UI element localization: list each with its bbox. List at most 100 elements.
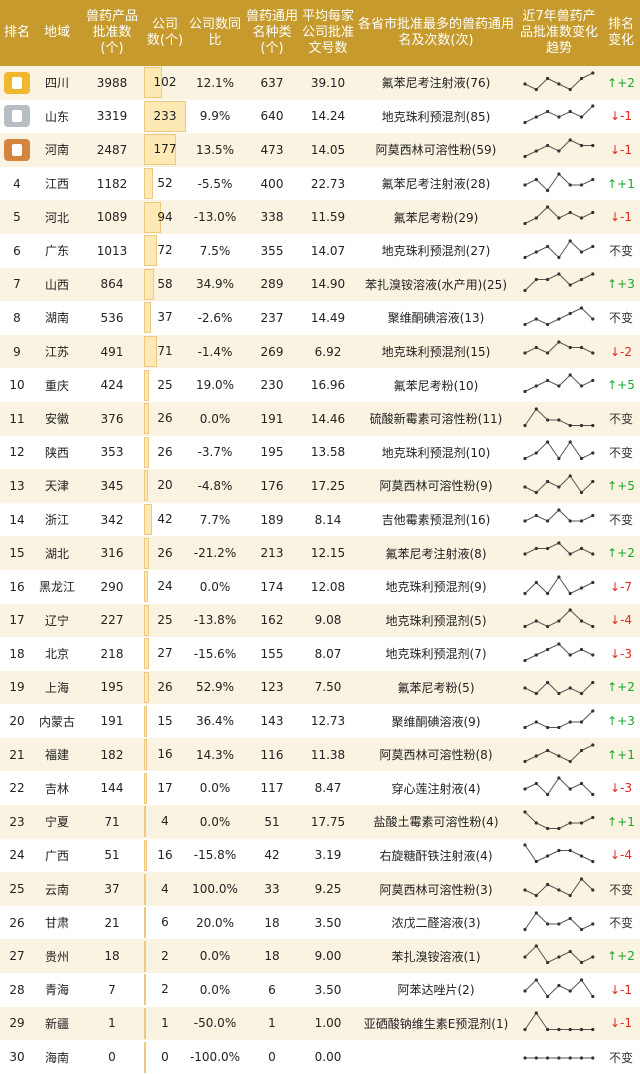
companies-bar bbox=[144, 436, 149, 468]
table-row: 5 河北 1089 94 -13.0% 338 11.59 氟苯尼考粉(29) ↓-1 bbox=[0, 200, 640, 234]
trend-point bbox=[568, 950, 572, 954]
top-drug-cell: 地克珠利预混剂(5) bbox=[356, 603, 516, 638]
trend-point bbox=[523, 390, 527, 394]
companies-bar bbox=[144, 806, 146, 838]
trend-sparkline bbox=[523, 474, 595, 495]
trend-point bbox=[579, 1028, 584, 1032]
avg-cell: 9.25 bbox=[300, 872, 356, 906]
trend-point bbox=[523, 810, 527, 814]
companies-cell: 17 bbox=[144, 771, 186, 805]
table-row: 17 辽宁 227 25 -13.8% 162 9.08 地克珠利预混剂(5) ↓-4 bbox=[0, 603, 640, 638]
companies-cell: 16 bbox=[144, 737, 186, 772]
trend-point bbox=[523, 350, 527, 355]
trend-cell bbox=[516, 603, 602, 638]
trend-point bbox=[523, 787, 527, 791]
table-row: 山东 3319 233 9.9% 640 14.24 地克珠利预混剂(85) ↓-1 bbox=[0, 100, 640, 134]
rank-change-cell: ↑+2 bbox=[602, 670, 640, 705]
avg-cell: 7.50 bbox=[300, 670, 356, 705]
trend-point bbox=[534, 407, 538, 411]
trend-point bbox=[568, 552, 572, 556]
top-drug-cell: 阿莫西林可溶性粉(9) bbox=[356, 469, 516, 503]
yoy-cell: 19.0% bbox=[195, 378, 235, 393]
companies-bar bbox=[144, 1007, 146, 1039]
trend-point bbox=[557, 171, 561, 176]
rank-change-cell: 不变 bbox=[602, 401, 640, 436]
rank-change-cell: 不变 bbox=[608, 311, 633, 326]
yoy-cell: -2.6% bbox=[197, 310, 233, 325]
col-change: 排名变化 bbox=[602, 0, 640, 66]
top-drug-cell: 地克珠利预混剂(27) bbox=[381, 244, 491, 259]
companies-cell: 26 bbox=[144, 670, 186, 705]
trend-point bbox=[557, 255, 561, 259]
col-rank: 排名 bbox=[0, 0, 34, 66]
trend-point bbox=[579, 76, 584, 80]
trend-point bbox=[546, 110, 550, 114]
products-cell: 0 bbox=[108, 1050, 116, 1065]
table-row: 4 江西 1182 52 -5.5% 400 22.73 氟苯尼考注射液(28) ↑+1 bbox=[0, 167, 640, 201]
trend-point bbox=[579, 748, 584, 752]
trend-point bbox=[546, 244, 550, 248]
companies-bar bbox=[144, 671, 149, 703]
companies-bar bbox=[144, 772, 148, 804]
trend-point bbox=[591, 513, 595, 517]
yoy-cell: 7.7% bbox=[199, 512, 231, 527]
trend-point bbox=[591, 143, 595, 148]
companies-value: 37 bbox=[157, 310, 173, 325]
kinds-cell: 637 bbox=[244, 66, 300, 100]
trend-point bbox=[568, 1028, 572, 1032]
rank-change-cell: ↓-3 bbox=[609, 646, 633, 661]
products-cell: 182 bbox=[80, 737, 144, 772]
region-cell: 河北 bbox=[34, 200, 80, 234]
companies-cell: 94 bbox=[144, 200, 186, 234]
top-drug-cell: 地克珠利预混剂(85) bbox=[381, 109, 491, 124]
companies-value: 26 bbox=[157, 411, 173, 426]
rank-cell: 9 bbox=[0, 334, 34, 369]
trend-sparkline bbox=[523, 1011, 595, 1032]
trend-point bbox=[557, 955, 561, 959]
trend-cell bbox=[516, 167, 602, 201]
trend-point bbox=[591, 272, 595, 276]
trend-point bbox=[557, 317, 561, 321]
trend-point bbox=[523, 222, 527, 226]
trend-point bbox=[579, 782, 584, 786]
col-kinds: 兽药通用名种类(个) bbox=[244, 0, 300, 66]
rank-cell: 24 bbox=[9, 848, 25, 863]
trend-line bbox=[524, 777, 594, 796]
trend-point bbox=[523, 658, 527, 662]
avg-cell: 14.49 bbox=[310, 310, 346, 325]
yoy-cell: 0.0% bbox=[199, 579, 231, 594]
companies-cell: 71 bbox=[144, 334, 186, 369]
top-drug-cell: 氟苯尼考粉(29) bbox=[356, 200, 516, 234]
trend-point bbox=[534, 87, 538, 91]
trend-point bbox=[591, 552, 595, 556]
yoy-cell: 9.9% bbox=[199, 109, 231, 124]
companies-value: 15 bbox=[157, 713, 173, 728]
trend-point bbox=[523, 82, 527, 86]
bronze-medal-icon bbox=[4, 138, 30, 161]
companies-bar bbox=[144, 571, 149, 603]
trend-point bbox=[557, 384, 561, 388]
kinds-cell: 338 bbox=[244, 200, 300, 234]
top-drug-cell: 聚维酮碘溶液(13) bbox=[387, 311, 485, 326]
trend-point bbox=[557, 642, 561, 646]
top-drug-cell: 右旋糖酐铁注射液(4) bbox=[379, 848, 493, 863]
trend-point bbox=[546, 725, 550, 730]
kinds-cell: 400 bbox=[260, 176, 284, 191]
avg-cell: 3.50 bbox=[314, 915, 342, 930]
rank-cell bbox=[0, 100, 34, 134]
trend-cell bbox=[516, 839, 602, 873]
rank-change-cell: ↑+2 bbox=[602, 939, 640, 974]
trend-line bbox=[524, 307, 594, 326]
trend-point bbox=[534, 782, 538, 786]
trend-cell bbox=[516, 906, 602, 940]
products-cell: 18 bbox=[80, 939, 144, 974]
trend-point bbox=[534, 580, 538, 584]
trend-point bbox=[523, 485, 527, 489]
top-drug-cell: 硫酸新霉素可溶性粉(11) bbox=[356, 401, 516, 436]
companies-cell: 2 bbox=[144, 973, 186, 1007]
trend-cell bbox=[516, 670, 602, 705]
table-body: 四川 3988 102 12.1% 637 39.10 氟苯尼考注射液(76) ↑+2 山东 33… bbox=[0, 66, 640, 1074]
companies-value: 2 bbox=[161, 982, 169, 997]
trend-point bbox=[557, 888, 561, 892]
companies-cell: 4 bbox=[144, 805, 186, 839]
